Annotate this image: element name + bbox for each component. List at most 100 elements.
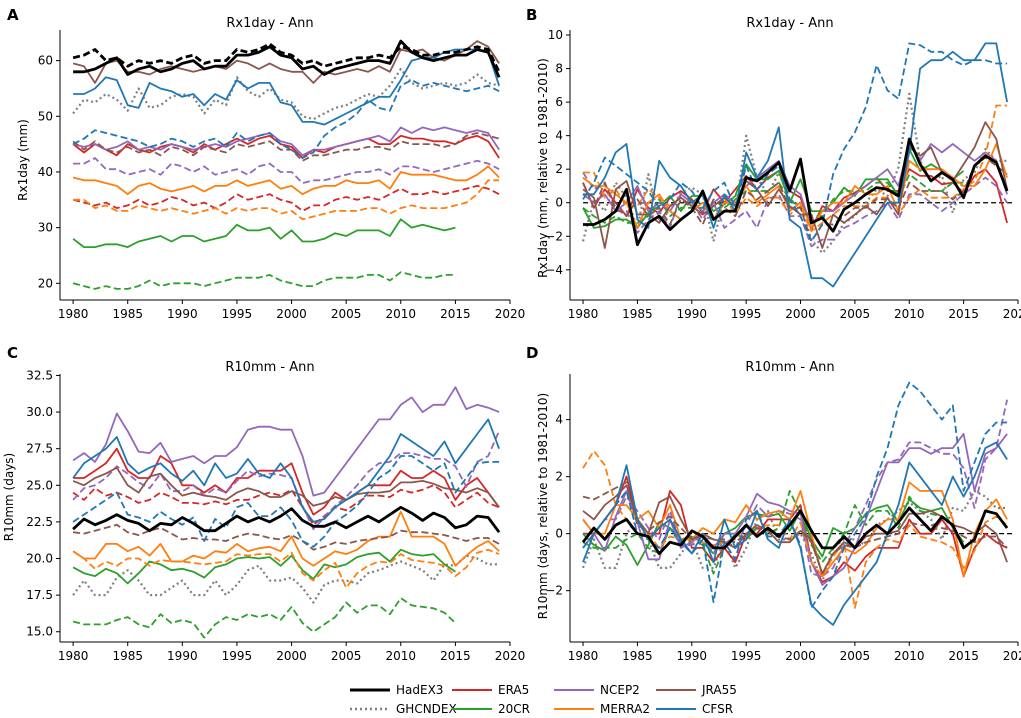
legend-label-jra55: JRA55 (701, 683, 737, 697)
series-line-hadex3-solid (73, 39, 501, 78)
x-tick-label: 1985 (622, 307, 653, 321)
series-line-20cr-dashed (72, 597, 457, 639)
series-line-20cr-solid (72, 548, 456, 585)
legend-label-merra2: MERRA2 (600, 702, 650, 716)
x-tick-label: 2020 (495, 307, 526, 321)
series-line-jra55-dashed (582, 156, 1008, 243)
x-tick-label: 1985 (622, 649, 653, 663)
legend-label-ghcndex: GHCNDEX (396, 702, 457, 716)
y-tick-label: 60 (38, 54, 53, 68)
series-line-20cr-solid (72, 218, 456, 249)
x-tick-label: 2005 (840, 307, 871, 321)
panel-b-ylabel: Rx1day (mm, relative to 1981-2010) (536, 58, 550, 278)
x-tick-label: 1990 (167, 649, 198, 663)
y-tick-label: 15.0 (26, 625, 53, 639)
series-line-ghcndex-dotted (72, 67, 500, 121)
y-tick-label: 10 (548, 28, 563, 42)
y-tick-label: −2 (545, 229, 563, 243)
y-tick-label: 0 (555, 527, 563, 541)
series-line-ncep2-dashed (73, 157, 500, 185)
y-tick-label: 2 (555, 470, 563, 484)
series-line-merra2-dashed (72, 548, 500, 589)
series-line-cfsr-dashed (582, 381, 1008, 609)
series-line-jra55-dashed (72, 523, 500, 551)
panel-c-ylabel: R10mm (days) (2, 453, 16, 542)
panel-letter-b: B (526, 6, 537, 24)
x-tick-label: 2000 (276, 307, 307, 321)
series-line-cfsr-dashed (72, 79, 500, 159)
y-tick-label: 4 (555, 129, 563, 143)
panel-a-ylabel: Rx1day (mm) (16, 119, 30, 201)
panel-d-ylabel: R10mm (days, relative to 1981-2010) (536, 393, 550, 619)
series-line-ghcndex-dotted (72, 554, 500, 604)
series-line-era5-dashed (72, 184, 500, 212)
panel-b-lines (581, 42, 1012, 288)
y-tick-label: 22.5 (26, 515, 53, 529)
series-line-cfsr-solid (583, 42, 1008, 288)
legend-label-20cr: 20CR (498, 702, 530, 716)
panel-a-lines (72, 39, 501, 290)
series-line-ncep2-solid (72, 386, 500, 497)
x-tick-label: 2005 (840, 649, 871, 663)
x-tick-label: 2015 (440, 307, 471, 321)
series-line-ncep2-solid (582, 143, 1008, 229)
series-line-era5-solid (73, 447, 500, 516)
x-tick-label: 2015 (948, 649, 979, 663)
y-tick-label: 40 (38, 165, 53, 179)
x-tick-label: 1990 (167, 307, 198, 321)
y-tick-label: 32.5 (26, 368, 53, 382)
x-tick-label: 2000 (276, 649, 307, 663)
x-tick-label: 1980 (58, 649, 89, 663)
y-tick-label: 50 (38, 109, 53, 123)
series-line-jra55-solid (72, 40, 500, 84)
x-tick-label: 1980 (568, 649, 599, 663)
x-tick-label: 2000 (785, 307, 816, 321)
x-tick-label: 2020 (1003, 649, 1021, 663)
x-tick-label: 2020 (495, 649, 526, 663)
series-line-hadex3-solid (581, 506, 1009, 555)
series-line-merra2-solid (72, 165, 500, 196)
series-line-merra2-solid (72, 510, 500, 567)
y-tick-label: 20 (38, 276, 53, 290)
series-line-hadex3-dashed (72, 42, 501, 73)
panel-b: B Rx1day - Ann Rx1day (mm, relative to 1… (526, 6, 1021, 321)
y-tick-label: 17.5 (26, 588, 53, 602)
panel-c-title: R10mm - Ann (225, 360, 314, 375)
panel-a-title: Rx1day - Ann (226, 16, 313, 31)
x-tick-label: 2010 (894, 307, 925, 321)
y-tick-label: −2 (545, 584, 563, 598)
x-tick-label: 1995 (731, 307, 762, 321)
panel-b-axes: 198019851990199520002005201020152020−4−2… (545, 28, 1021, 321)
panel-b-title: Rx1day - Ann (746, 16, 833, 31)
x-tick-label: 1980 (58, 307, 89, 321)
x-tick-label: 2010 (386, 649, 417, 663)
x-tick-label: 2015 (440, 649, 471, 663)
x-tick-label: 2020 (1003, 307, 1021, 321)
y-tick-label: 8 (555, 62, 563, 76)
series-line-era5-solid (72, 134, 500, 159)
x-tick-label: 2010 (386, 307, 417, 321)
panel-letter-a: A (7, 6, 19, 24)
panel-c: C R10mm - Ann R10mm (days) 1980 1985 1990 1… (2, 344, 525, 663)
x-tick-label: 2010 (894, 649, 925, 663)
x-tick-label: 2015 (948, 307, 979, 321)
series-line-cfsr-solid (582, 441, 1008, 626)
series-line-ncep2-solid (72, 126, 500, 157)
panel-a: A Rx1day - Ann Rx1day (mm) 1980 1985 1990 1… (7, 6, 525, 321)
x-tick-label: 1985 (112, 307, 143, 321)
y-tick-label: 25.0 (26, 478, 53, 492)
legend-label-ncep2: NCEP2 (600, 683, 640, 697)
x-tick-label: 1980 (568, 307, 599, 321)
x-tick-label: 1985 (112, 649, 143, 663)
series-line-hadex3-solid (72, 505, 501, 534)
legend-label-hadex3: HadEX3 (396, 683, 443, 697)
series-line-merra2-dashed (582, 450, 1008, 609)
panel-c-axes: 1980 1985 1990 1995 2000 2005 2010 2015 2020 15.0… (26, 368, 525, 663)
x-tick-label: 1990 (677, 649, 708, 663)
panel-c-lines (72, 386, 501, 639)
x-tick-label: 2005 (331, 649, 362, 663)
y-tick-label: 20.0 (26, 552, 53, 566)
series-line-era5-dashed (72, 484, 500, 526)
panel-letter-c: C (7, 344, 18, 362)
